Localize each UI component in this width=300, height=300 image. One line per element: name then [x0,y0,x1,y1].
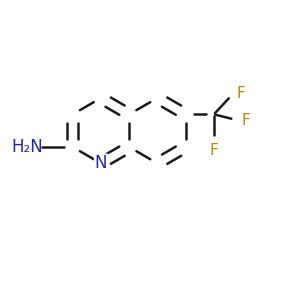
Text: N: N [95,154,107,172]
Text: F: F [241,113,250,128]
Text: H₂N: H₂N [11,138,43,156]
Text: F: F [209,143,218,158]
Text: F: F [237,86,245,101]
